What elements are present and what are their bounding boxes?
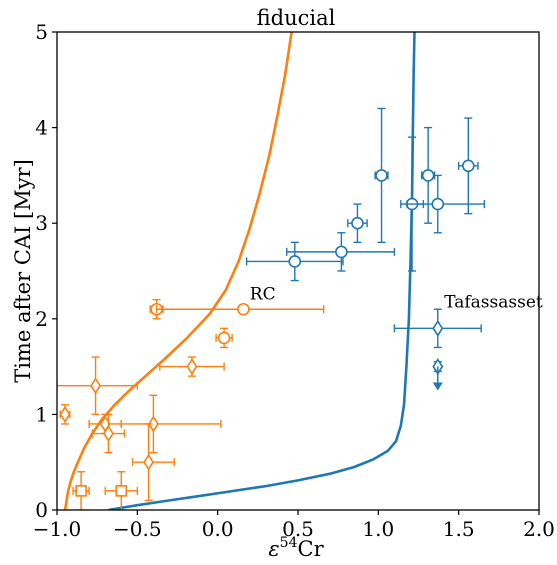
chart-title: fiducial — [257, 6, 336, 30]
x-tick-label: 2.0 — [523, 517, 555, 541]
series-3-point-3-circle-marker — [375, 169, 388, 182]
x-tick-label: −0.5 — [113, 517, 162, 541]
series-3-point-7-circle-marker — [462, 159, 475, 173]
x-tick-label: 0.5 — [282, 517, 314, 541]
plot-content — [57, 32, 486, 510]
x-axis-label: ε54Cr — [268, 535, 324, 561]
annotation-tafassasset: Tafassasset — [444, 292, 543, 312]
series-3-point-2-circle-marker — [351, 216, 364, 230]
series-1-point-0-diamond-marker — [90, 377, 102, 395]
y-tick-label: 0 — [35, 498, 48, 522]
series-3-point-6-circle-marker — [431, 197, 445, 211]
y-tick-label: 2 — [35, 307, 48, 331]
x-tick-label: 0.0 — [202, 517, 234, 541]
y-axis-label: Time after CAI [Myr] — [11, 159, 35, 383]
series-0-point-1-circle-marker — [237, 302, 250, 316]
series-3-point-1-circle-marker — [335, 245, 348, 259]
x-tick-label: 1.5 — [443, 517, 475, 541]
axis-ticks: −1.0 −0.5 0.0 0.5 1.0 1.5 2.0 0 1 2 3 4 5 — [33, 20, 555, 541]
series-5-point-0-arrow-head — [432, 382, 443, 391]
series-3-point-5-circle-marker — [421, 169, 435, 182]
series-0-point-2-circle-marker — [217, 331, 231, 345]
series-1-point-5-diamond-marker — [102, 425, 114, 442]
plot-area: RC Tafassasset — [57, 32, 543, 510]
series-4-point-0-diamond-marker — [432, 319, 444, 337]
series-1-point-1-diamond-marker — [186, 358, 198, 376]
model-curve-blue — [108, 32, 416, 510]
x-tick-label: 1.0 — [362, 517, 394, 541]
series-1-point-2-diamond-marker — [59, 405, 71, 423]
y-tick-label: 5 — [35, 20, 48, 44]
plot-frame — [56, 31, 540, 511]
y-tick-label: 4 — [35, 116, 48, 140]
x-tick-label: −1.0 — [33, 517, 82, 541]
y-tick-label: 1 — [35, 402, 48, 426]
annotation-rc: RC — [250, 285, 276, 305]
series-3-point-0-circle-marker — [288, 255, 302, 268]
series-2-point-1-square-marker — [115, 485, 128, 497]
series-1-point-6-diamond-marker — [143, 453, 155, 471]
model-curve-orange — [63, 32, 293, 510]
series-2-point-0-square-marker — [75, 485, 87, 497]
series-1-point-4-diamond-marker — [147, 415, 159, 433]
y-tick-label: 3 — [35, 211, 48, 235]
